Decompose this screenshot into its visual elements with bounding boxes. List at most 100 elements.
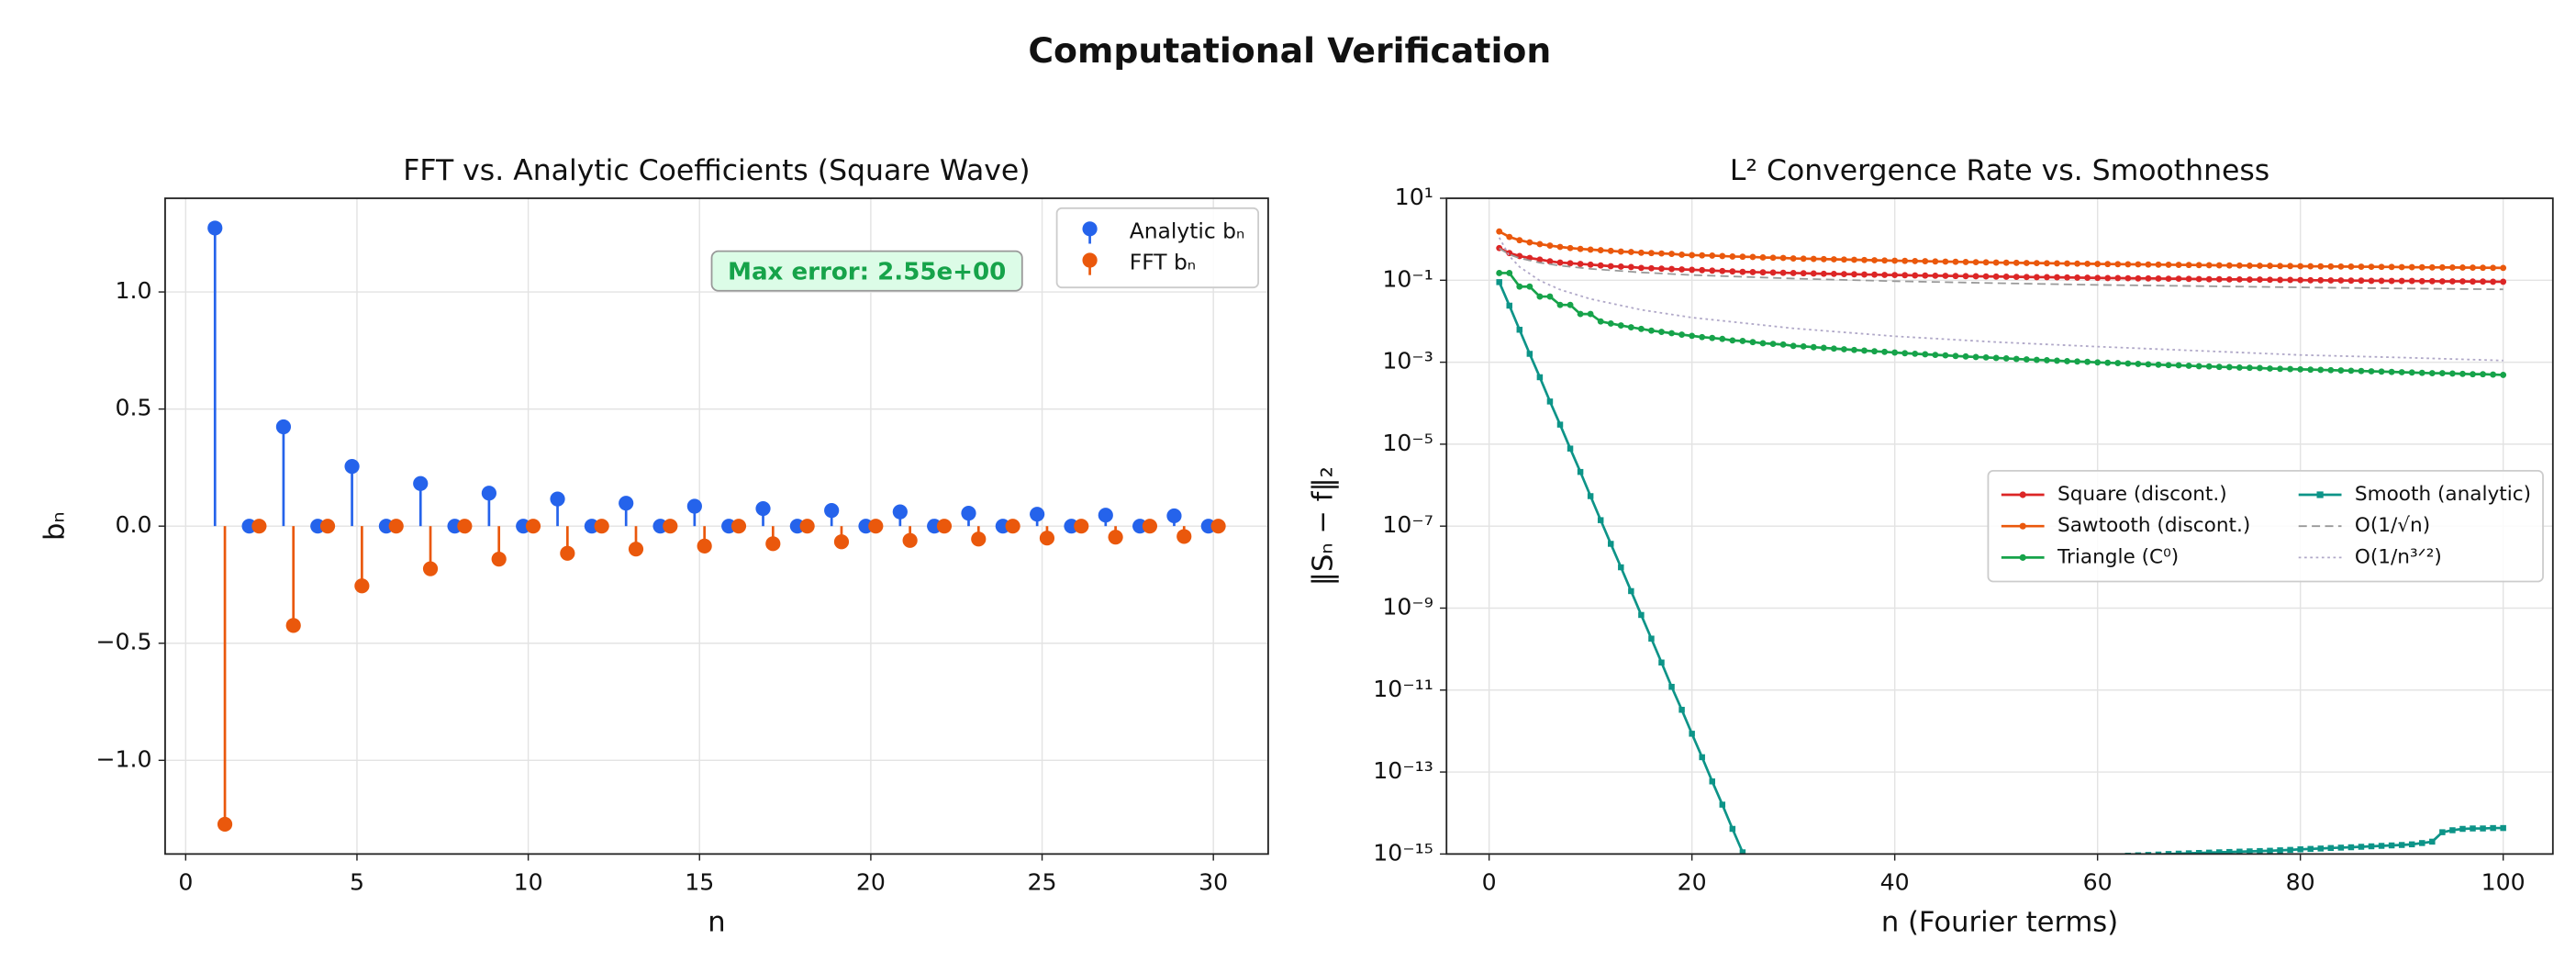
point-marker bbox=[1821, 872, 1826, 878]
point-marker bbox=[2347, 844, 2355, 851]
point-marker bbox=[2257, 847, 2263, 855]
point-marker bbox=[1962, 352, 1969, 360]
point-marker bbox=[2114, 360, 2122, 367]
point-marker bbox=[2044, 856, 2049, 861]
stem-marker bbox=[1166, 508, 1182, 524]
stem-marker bbox=[344, 459, 360, 475]
point-marker bbox=[2216, 849, 2223, 855]
point-marker bbox=[2307, 276, 2314, 284]
point-marker bbox=[2287, 365, 2294, 373]
point-marker bbox=[1973, 860, 1979, 866]
point-marker bbox=[1800, 255, 1807, 263]
point-marker bbox=[2145, 852, 2152, 855]
point-marker bbox=[1932, 258, 1939, 265]
point-marker bbox=[1506, 270, 1513, 276]
point-marker bbox=[1871, 871, 1877, 877]
point-marker bbox=[2277, 847, 2283, 854]
legend-swatch bbox=[2316, 491, 2324, 498]
point-marker bbox=[1830, 345, 1837, 352]
point-marker bbox=[1546, 293, 1554, 300]
point-marker bbox=[2215, 275, 2223, 283]
stem-marker bbox=[868, 519, 884, 534]
point-marker bbox=[1648, 327, 1655, 334]
point-marker bbox=[1536, 374, 1544, 381]
legend-swatch bbox=[2019, 554, 2026, 561]
point-marker bbox=[1992, 273, 2000, 280]
point-marker bbox=[1750, 874, 1756, 879]
point-marker bbox=[1922, 272, 1929, 279]
point-marker bbox=[1699, 266, 1706, 274]
point-marker bbox=[1719, 801, 1726, 808]
point-marker bbox=[1567, 445, 1574, 452]
point-marker bbox=[2023, 260, 2030, 266]
stem-marker bbox=[799, 519, 815, 534]
point-marker bbox=[2419, 840, 2425, 846]
point-marker bbox=[2175, 275, 2182, 283]
point-marker bbox=[2195, 275, 2202, 283]
point-marker bbox=[1526, 351, 1533, 357]
point-marker bbox=[1597, 247, 1604, 254]
stem-marker bbox=[628, 542, 644, 557]
point-marker bbox=[2438, 278, 2446, 285]
y-tick-label: 10⁻¹³ bbox=[1373, 757, 1433, 784]
stem-marker bbox=[686, 498, 702, 514]
point-marker bbox=[2378, 263, 2385, 271]
point-marker bbox=[2114, 261, 2122, 268]
point-marker bbox=[2459, 278, 2466, 285]
point-marker bbox=[2135, 274, 2142, 282]
point-marker bbox=[2114, 274, 2122, 282]
point-marker bbox=[2337, 277, 2345, 284]
point-marker bbox=[2470, 264, 2476, 271]
point-marker bbox=[1942, 273, 1949, 279]
point-marker bbox=[2145, 361, 2152, 368]
point-marker bbox=[2327, 277, 2335, 284]
point-marker bbox=[1546, 242, 1554, 249]
point-marker bbox=[1729, 268, 1736, 275]
stem-marker bbox=[388, 519, 404, 534]
point-marker bbox=[2317, 845, 2324, 852]
point-marker bbox=[2448, 263, 2456, 271]
legend-swatch bbox=[2019, 522, 2026, 530]
point-marker bbox=[1607, 320, 1614, 327]
point-marker bbox=[1678, 252, 1686, 258]
point-marker bbox=[1699, 754, 1705, 761]
point-marker bbox=[2225, 363, 2233, 371]
stem-marker bbox=[550, 491, 565, 507]
point-marker bbox=[2074, 274, 2080, 281]
point-marker bbox=[2013, 355, 2020, 363]
point-marker bbox=[1942, 258, 1949, 265]
point-marker bbox=[1982, 273, 1990, 280]
point-marker bbox=[1638, 611, 1645, 619]
point-marker bbox=[1729, 337, 1736, 344]
point-marker bbox=[2236, 262, 2243, 269]
point-marker bbox=[1912, 272, 1919, 279]
point-marker bbox=[1972, 259, 1979, 266]
point-marker bbox=[1963, 862, 1968, 867]
point-marker bbox=[2002, 274, 2010, 280]
legend-label: O(1/n³ᐟ²) bbox=[2355, 545, 2442, 568]
x-tick-label: 20 bbox=[856, 869, 886, 896]
point-marker bbox=[1577, 468, 1584, 475]
axes-frame bbox=[1445, 197, 2554, 856]
point-marker bbox=[1831, 869, 1836, 875]
point-marker bbox=[2388, 368, 2395, 375]
point-marker bbox=[1496, 228, 1503, 235]
point-marker bbox=[1668, 251, 1675, 257]
point-marker bbox=[1871, 348, 1878, 355]
point-marker bbox=[1952, 273, 1959, 280]
x-axis-label: n (Fourier terms) bbox=[1881, 906, 2118, 938]
x-axis-label: n bbox=[708, 906, 725, 938]
point-marker bbox=[2307, 366, 2314, 374]
point-marker bbox=[1567, 244, 1574, 252]
point-marker bbox=[2480, 278, 2486, 285]
y-tick-label: 1.0 bbox=[115, 277, 151, 304]
point-marker bbox=[2297, 263, 2304, 270]
point-marker bbox=[1689, 266, 1696, 274]
point-marker bbox=[1932, 272, 1939, 279]
point-marker bbox=[2317, 263, 2325, 270]
point-marker bbox=[1759, 269, 1767, 276]
x-tick-label: 30 bbox=[1199, 869, 1228, 896]
point-marker bbox=[2378, 843, 2385, 849]
point-marker bbox=[1972, 273, 1979, 280]
